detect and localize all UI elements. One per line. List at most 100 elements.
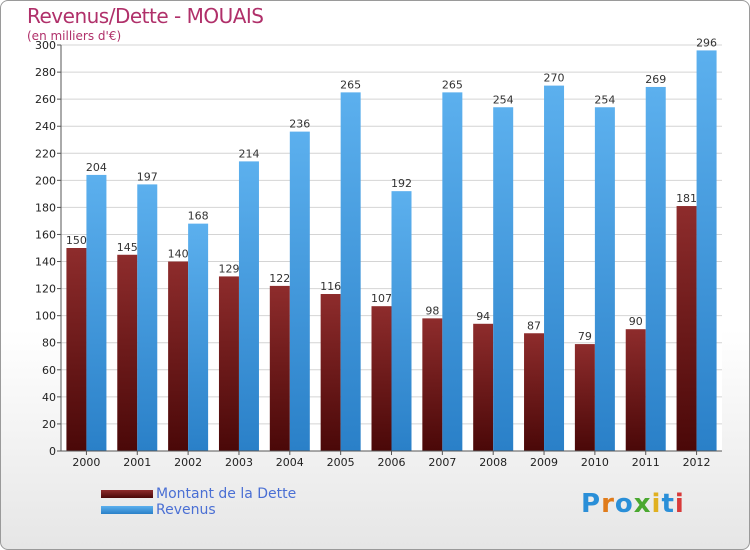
data-label-revenus: 254 [493, 93, 514, 106]
data-label-dette: 90 [629, 315, 643, 328]
data-label-dette: 181 [676, 192, 697, 205]
bar-revenus [340, 92, 361, 451]
y-tick-label: 20 [42, 418, 56, 431]
logo-letter: i [651, 489, 662, 519]
bar-dette [66, 248, 87, 451]
bar-dette [371, 306, 392, 451]
x-tick-label: 2006 [378, 456, 406, 469]
data-label-revenus: 236 [289, 118, 310, 131]
x-tick-label: 2001 [123, 456, 151, 469]
x-tick-label: 2005 [327, 456, 355, 469]
bar-dette [168, 261, 189, 451]
y-tick-label: 260 [35, 93, 56, 106]
logo-letter: x [633, 489, 652, 519]
x-tick-label: 2012 [683, 456, 711, 469]
bar-revenus [493, 107, 514, 452]
logo-letter: i [674, 489, 685, 519]
bar-dette [422, 318, 443, 451]
axis-layer: 0 20 40 60 80 100 120 140 160 180 200 220 240 260 280 3… [35, 39, 722, 469]
y-tick-label: 180 [35, 201, 56, 214]
y-tick-label: 140 [35, 256, 56, 269]
data-label-dette: 94 [476, 310, 490, 323]
proxiti-logo: Proxiti [581, 489, 685, 519]
bar-dette [524, 333, 545, 451]
data-label-revenus: 270 [544, 72, 565, 85]
y-tick-label: 100 [35, 310, 56, 323]
logo-letter: o [614, 489, 634, 519]
logo-letter: r [601, 489, 615, 519]
data-label-revenus: 265 [340, 78, 361, 91]
data-label-revenus: 296 [696, 36, 717, 49]
data-label-revenus: 168 [188, 210, 209, 223]
data-label-revenus: 254 [594, 93, 615, 106]
data-label-dette: 145 [117, 241, 138, 254]
data-label-dette: 98 [425, 304, 439, 317]
data-label-revenus: 265 [442, 78, 463, 91]
legend-swatch-revenus [101, 506, 153, 514]
bar-dette [473, 323, 494, 451]
bar-dette [269, 285, 290, 451]
bar-revenus [442, 92, 463, 451]
y-tick-label: 80 [42, 337, 56, 350]
bar-revenus [594, 107, 615, 452]
data-label-dette: 140 [168, 248, 189, 261]
bar-revenus [391, 191, 412, 451]
y-tick-label: 120 [35, 283, 56, 296]
bar-dette [574, 344, 595, 451]
x-tick-label: 2008 [479, 456, 507, 469]
data-label-dette: 129 [218, 262, 239, 275]
bar-revenus [696, 50, 717, 452]
data-label-dette: 79 [578, 330, 592, 343]
data-label-revenus: 192 [391, 177, 412, 190]
data-label-dette: 116 [320, 280, 341, 293]
x-tick-label: 2009 [530, 456, 558, 469]
bar-dette [320, 294, 341, 451]
logo-letter: P [581, 489, 602, 519]
y-tick-label: 0 [49, 445, 56, 458]
bar-revenus [86, 174, 107, 452]
data-label-revenus: 197 [137, 170, 158, 183]
chart-subtitle: (en milliers d'€) [27, 29, 122, 43]
data-label-revenus: 214 [238, 147, 259, 160]
data-label-revenus: 269 [645, 73, 666, 86]
y-tick-label: 280 [35, 66, 56, 79]
data-label-revenus: 204 [86, 161, 107, 174]
y-tick-label: 160 [35, 228, 56, 241]
y-tick-label: 60 [42, 364, 56, 377]
x-tick-label: 2003 [225, 456, 253, 469]
x-tick-label: 2000 [72, 456, 100, 469]
x-tick-label: 2004 [276, 456, 304, 469]
chart-title: Revenus/Dette - MOUAIS [27, 4, 264, 28]
bar-dette [625, 329, 646, 451]
bar-revenus [645, 86, 666, 451]
y-tick-label: 220 [35, 147, 56, 160]
bar-dette [117, 254, 138, 451]
labels-layer: 150 204 145 197 140 168 129 214 122 236 116 265 107 1… [66, 36, 717, 343]
x-tick-label: 2010 [581, 456, 609, 469]
data-label-dette: 87 [527, 319, 541, 332]
bar-revenus [137, 184, 158, 452]
data-label-dette: 150 [66, 234, 87, 247]
y-tick-label: 240 [35, 120, 56, 133]
legend-swatch-dette [101, 490, 153, 498]
bars-layer [66, 50, 717, 452]
bar-dette [676, 206, 697, 451]
y-tick-label: 300 [35, 39, 56, 52]
data-label-dette: 107 [371, 292, 392, 305]
data-label-dette: 122 [269, 272, 290, 285]
bar-dette [218, 276, 239, 451]
logo-letter: t [661, 489, 675, 519]
bar-revenus [238, 161, 259, 452]
bar-revenus [544, 85, 565, 451]
bar-revenus [289, 131, 310, 451]
legend-label-revenus: Revenus [156, 502, 216, 518]
legend-label-dette: Montant de la Dette [156, 486, 297, 502]
x-tick-label: 2002 [174, 456, 202, 469]
y-tick-label: 200 [35, 174, 56, 187]
bar-revenus [188, 223, 209, 451]
y-tick-label: 40 [42, 391, 56, 404]
x-tick-label: 2007 [428, 456, 456, 469]
x-tick-label: 2011 [632, 456, 660, 469]
